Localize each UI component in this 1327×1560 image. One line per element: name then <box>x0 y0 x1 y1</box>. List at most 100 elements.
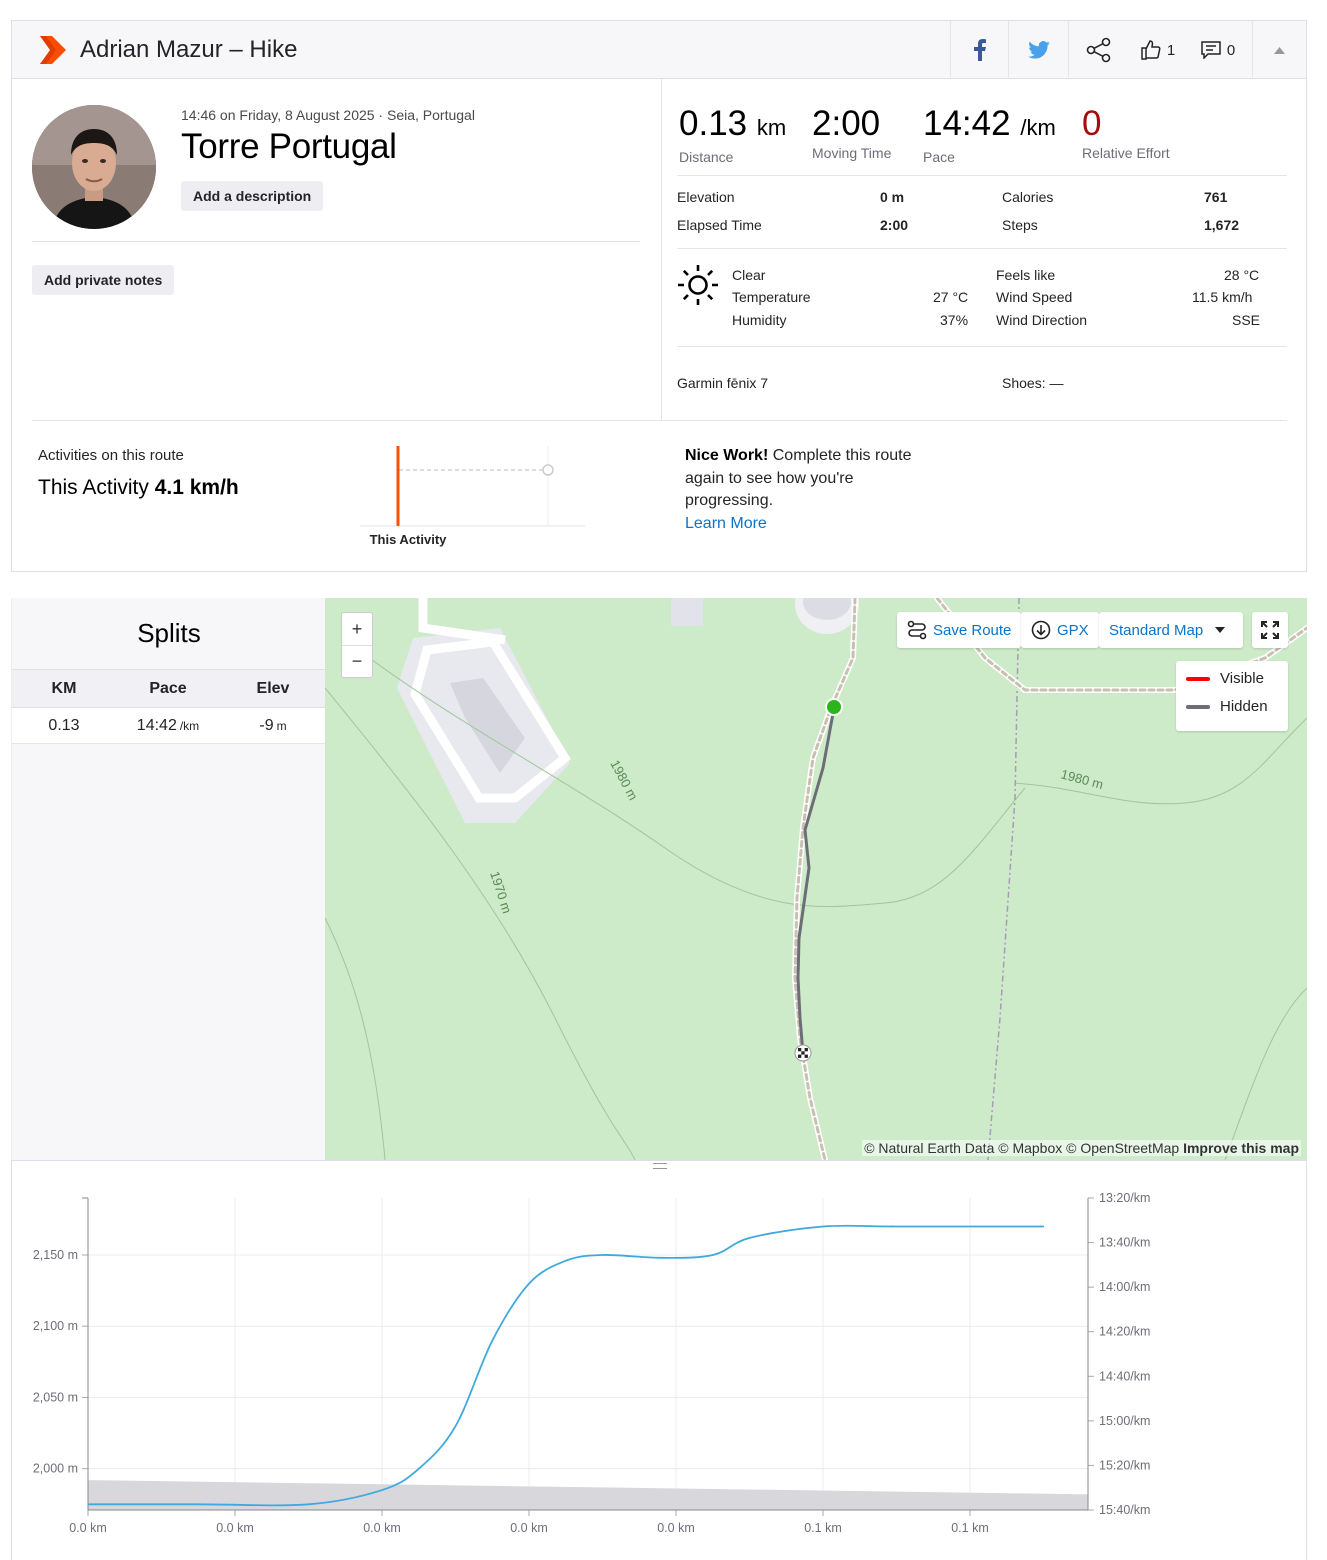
fullscreen-icon <box>1261 621 1279 639</box>
legend-hidden-label: Hidden <box>1220 698 1268 715</box>
start-marker <box>825 698 843 716</box>
twitter-share-button[interactable] <box>1008 21 1068 79</box>
split-pace-unit: /km <box>179 718 200 733</box>
distance-value: 0.13 <box>679 104 748 143</box>
nice-work-message: Nice Work! Complete this route again to … <box>685 445 945 535</box>
share-button[interactable] <box>1068 21 1128 79</box>
steps-label: Steps <box>1002 217 1038 233</box>
divider <box>661 79 662 421</box>
calories-label: Calories <box>1002 189 1054 205</box>
pace-value: 14:42 <box>923 104 1011 143</box>
split-elev: -9 <box>259 716 274 734</box>
map-style-select[interactable]: Standard Map <box>1099 612 1243 648</box>
wind-speed-value: 11.5 km/h <box>1192 289 1253 305</box>
humidity-label: Humidity <box>732 312 787 328</box>
y-right-tick-label: 13:20/km <box>1099 1191 1150 1205</box>
splits-col-pace: Pace <box>149 679 187 697</box>
elevation-chart-svg: 0.0 km 0.0 km 0.0 km 0.0 km 0.0 km 0.1 km 0.1 … <box>33 1191 1151 1535</box>
resize-handle-icon[interactable] <box>653 1163 667 1169</box>
pace-label: Pace <box>923 149 955 165</box>
zoom-controls: + − <box>341 612 373 678</box>
elapsed-time-value: 2:00 <box>880 217 909 233</box>
zoom-out-button[interactable]: − <box>342 645 372 677</box>
route-activities: Activities on this route This Activity 4… <box>38 447 239 500</box>
collapse-button[interactable] <box>1252 21 1306 79</box>
kudos-button[interactable]: 1 <box>1128 21 1188 79</box>
table-row[interactable]: 0.13 14:42/km -9 m <box>12 708 326 744</box>
y-right-tick-label: 14:20/km <box>1099 1325 1150 1339</box>
divider <box>32 241 640 242</box>
moving-time-value: 2:00 <box>812 104 881 143</box>
feels-like-label: Feels like <box>996 267 1056 283</box>
split-pace: 14:42 <box>136 716 177 734</box>
avatar[interactable] <box>32 105 156 229</box>
download-icon <box>1031 620 1051 640</box>
y-left-tick-label: 2,050 m <box>33 1390 78 1404</box>
route-comparison-chart: This Activity <box>360 446 585 547</box>
legend-visible-label: Visible <box>1220 670 1264 687</box>
strava-logo-icon <box>40 36 66 64</box>
device-name: Garmin fēnix 7 <box>677 375 769 391</box>
y-right-tick-label: 14:00/km <box>1099 1280 1150 1294</box>
contour-label: 1980 m <box>607 757 641 802</box>
elevation-label: Elevation <box>677 189 735 205</box>
activity-summary: 14:46 on Friday, 8 August 2025 · Seia, P… <box>12 79 661 421</box>
stat-relative-effort[interactable]: 0 Relative Effort <box>1082 105 1170 162</box>
splits-header-row: KM Pace Elev <box>12 670 326 708</box>
x-tick-label: 0.0 km <box>363 1521 401 1535</box>
route-map[interactable]: 1980 m 1970 m 1980 m + − Save Route GPX <box>325 598 1307 1160</box>
elevation-value: 0 m <box>880 189 905 205</box>
elevation-pace-chart[interactable]: 0.0 km 0.0 km 0.0 km 0.0 km 0.0 km 0.1 km 0.1 … <box>11 1160 1307 1560</box>
activity-card: Adrian Mazur – Hike 1 0 <box>11 20 1307 572</box>
this-activity-speed: 4.1 km/h <box>154 476 239 499</box>
nice-work-title: Nice Work! <box>685 447 769 464</box>
x-tick-label: 0.1 km <box>951 1521 989 1535</box>
route-activities-label: Activities on this route <box>38 447 184 464</box>
stat-distance: 0.13 km Distance <box>679 104 786 166</box>
save-route-button[interactable]: Save Route <box>897 612 1022 648</box>
split-km: 0.13 <box>48 716 80 734</box>
comments-button[interactable]: 0 <box>1188 21 1248 79</box>
contour-label: 1980 m <box>1059 766 1105 792</box>
page-title: Adrian Mazur – Hike <box>80 36 298 63</box>
kudos-count: 1 <box>1166 41 1176 59</box>
y-right-tick-label: 15:20/km <box>1099 1458 1150 1472</box>
fullscreen-button[interactable] <box>1252 612 1288 648</box>
gpx-button[interactable]: GPX <box>1021 612 1099 648</box>
splits-panel: Splits KM Pace Elev 0.13 14:42/km -9 m <box>11 598 326 1160</box>
attribution-text: © Natural Earth Data © Mapbox © OpenStre… <box>864 1140 1180 1156</box>
zoom-in-button[interactable]: + <box>351 618 363 639</box>
map-canvas: 1980 m 1970 m 1980 m <box>325 598 1307 1160</box>
y-right-tick-label: 15:00/km <box>1099 1414 1150 1428</box>
improve-map-link[interactable]: Improve this map <box>1183 1140 1299 1156</box>
add-private-notes-button[interactable]: Add private notes <box>32 265 175 295</box>
facebook-share-button[interactable] <box>950 21 1008 79</box>
y-right-tick-label: 13:40/km <box>1099 1236 1150 1250</box>
calories-value: 761 <box>1204 189 1228 205</box>
wind-speed-label: Wind Speed <box>996 289 1073 305</box>
shoes-value: Shoes: — <box>1002 375 1064 391</box>
thumbs-up-icon <box>1141 40 1161 60</box>
weather-condition: Clear <box>732 267 766 283</box>
map-style-label: Standard Map <box>1109 621 1204 639</box>
route-chart-label: This Activity <box>370 532 448 547</box>
steps-value: 1,672 <box>1204 217 1240 233</box>
legend-visible[interactable]: Visible <box>1186 670 1264 687</box>
y-left-tick-label: 2,000 m <box>33 1462 78 1476</box>
temperature-label: Temperature <box>732 289 811 305</box>
moving-time-label: Moving Time <box>812 145 892 161</box>
y-left-tick-label: 2,150 m <box>33 1248 78 1262</box>
map-attribution: © Natural Earth Data © Mapbox © OpenStre… <box>862 1140 1301 1156</box>
elapsed-time-label: Elapsed Time <box>677 217 762 233</box>
legend-hidden[interactable]: Hidden <box>1186 698 1268 715</box>
map-legend: Visible Hidden <box>1176 661 1288 731</box>
add-description-button[interactable]: Add a description <box>181 181 324 211</box>
y-left-tick-label: 2,100 m <box>33 1319 78 1333</box>
legend-visible-swatch <box>1186 676 1210 681</box>
x-tick-label: 0.0 km <box>69 1521 107 1535</box>
learn-more-link[interactable]: Learn More <box>685 514 767 532</box>
route-comparison-point <box>542 464 554 476</box>
divider <box>677 346 1287 347</box>
humidity-value: 37% <box>940 312 969 328</box>
gpx-label: GPX <box>1057 621 1089 639</box>
